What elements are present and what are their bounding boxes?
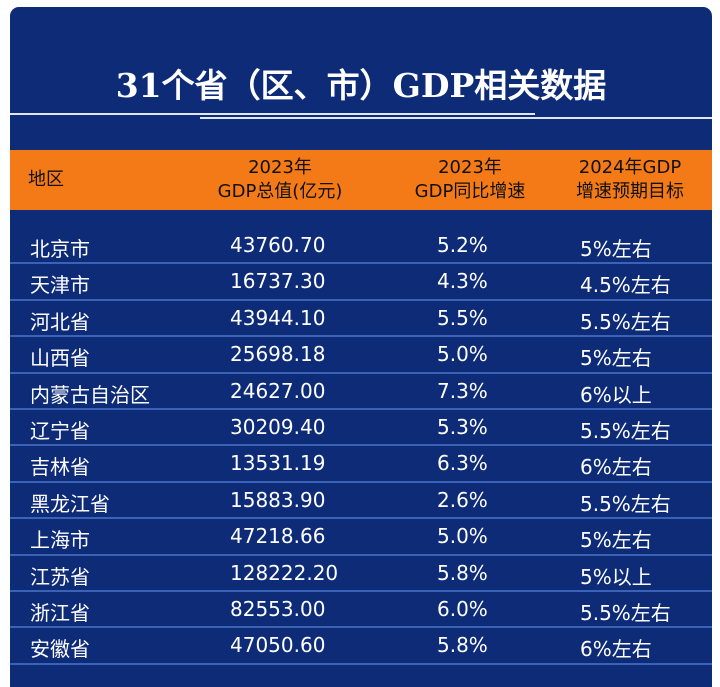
table-row: 河北省 43944.10 5.5% 5.5%左右 [10, 301, 712, 338]
header-target-line1: 2024年GDP [578, 157, 682, 178]
table-row: 吉林省 13531.19 6.3% 6%左右 [10, 446, 712, 483]
cell-region: 天津市 [30, 273, 90, 298]
cell-growth: 4.3% [437, 269, 488, 294]
cell-target: 6%以上 [580, 382, 652, 407]
cell-target: 5%以上 [580, 564, 652, 589]
header-target-line2: 增速预期目标 [576, 181, 684, 202]
table-row: 江苏省 128222.20 5.8% 5%以上 [10, 556, 712, 592]
cell-region: 浙江省 [30, 600, 90, 625]
cell-growth: 5.3% [437, 414, 488, 439]
cell-gdp: 47218.66 [230, 524, 326, 549]
cell-region: 安徽省 [30, 637, 90, 662]
cell-growth: 5.2% [437, 233, 488, 257]
cell-gdp: 30209.40 [230, 414, 326, 439]
cell-region: 江苏省 [30, 564, 90, 589]
table-row: 天津市 16737.30 4.3% 4.5%左右 [10, 264, 712, 301]
table-row: 内蒙古自治区 24627.00 7.3% 6%以上 [10, 374, 712, 410]
cell-region: 黑龙江省 [30, 491, 110, 516]
cell-growth: 5.8% [437, 633, 488, 658]
table-row: 黑龙江省 15883.90 2.6% 5.5%左右 [10, 483, 712, 520]
divider [10, 113, 535, 115]
cell-gdp: 16737.30 [230, 269, 326, 294]
cell-target: 5.5%左右 [580, 491, 671, 516]
header-growth-line1: 2023年 [438, 157, 502, 178]
cell-growth: 5.0% [437, 524, 488, 549]
header-growth-line2: GDP同比增速 [414, 181, 526, 202]
cell-growth: 6.0% [437, 596, 488, 621]
cell-target: 6%左右 [580, 637, 652, 662]
cell-target: 6%左右 [580, 455, 652, 480]
cell-gdp: 43760.70 [230, 233, 326, 257]
header-growth: 2023年 GDP同比增速 [380, 150, 560, 210]
cell-gdp: 47050.60 [230, 633, 326, 658]
divider [200, 117, 712, 119]
cell-target: 5.5%左右 [580, 418, 671, 443]
table-row: 浙江省 82553.00 6.0% 5.5%左右 [10, 592, 712, 629]
header-gdp: 2023年 GDP总值(亿元) [180, 150, 380, 210]
cell-target: 5.5%左右 [580, 600, 671, 625]
cell-region: 辽宁省 [30, 418, 90, 443]
header-gdp-line2: GDP总值(亿元) [217, 181, 343, 202]
cell-region: 北京市 [30, 237, 90, 261]
cell-region: 吉林省 [30, 455, 90, 480]
table-body: 北京市 43760.70 5.2% 5%左右 天津市 16737.30 4.3% 4.5%左右… [10, 228, 712, 665]
cell-gdp: 25698.18 [230, 342, 326, 367]
gdp-table-card: 31个省（区、市）GDP相关数据 地区 2023年 GDP总值(亿元) 2023年… [10, 7, 712, 687]
table-header: 地区 2023年 GDP总值(亿元) 2023年 GDP同比增速 2024年GDP 增… [10, 150, 712, 210]
cell-region: 山西省 [30, 346, 90, 371]
header-region-label: 地区 [28, 169, 64, 190]
cell-region: 上海市 [30, 528, 90, 553]
cell-gdp: 13531.19 [230, 451, 326, 476]
cell-target: 4.5%左右 [580, 273, 671, 298]
cell-growth: 6.3% [437, 451, 488, 476]
cell-target: 5%左右 [580, 346, 652, 371]
header-target: 2024年GDP 增速预期目标 [550, 150, 710, 210]
page-title: 31个省（区、市）GDP相关数据 [115, 66, 607, 105]
table-row: 山西省 25698.18 5.0% 5%左右 [10, 337, 712, 374]
cell-gdp: 24627.00 [230, 378, 326, 403]
table-row: 安徽省 47050.60 5.8% 6%左右 [10, 628, 712, 665]
table-row: 上海市 47218.66 5.0% 5%左右 [10, 519, 712, 556]
cell-region: 内蒙古自治区 [30, 382, 150, 407]
cell-growth: 5.8% [437, 560, 488, 585]
cell-target: 5.5%左右 [580, 309, 671, 334]
table-row: 北京市 43760.70 5.2% 5%左右 [10, 228, 712, 265]
cell-gdp: 15883.90 [230, 487, 326, 512]
cell-growth: 2.6% [437, 487, 488, 512]
cell-gdp: 43944.10 [230, 305, 326, 330]
cell-growth: 5.0% [437, 342, 488, 367]
cell-region: 河北省 [30, 309, 90, 334]
cell-target: 5%左右 [580, 528, 652, 553]
cell-growth: 7.3% [437, 378, 488, 403]
cell-growth: 5.5% [437, 305, 488, 330]
header-gdp-line1: 2023年 [248, 157, 312, 178]
cell-gdp: 82553.00 [230, 596, 326, 621]
cell-gdp: 128222.20 [230, 560, 339, 585]
cell-target: 5%左右 [580, 237, 652, 261]
header-region: 地区 [28, 150, 88, 210]
table-row: 辽宁省 30209.40 5.3% 5.5%左右 [10, 410, 712, 447]
